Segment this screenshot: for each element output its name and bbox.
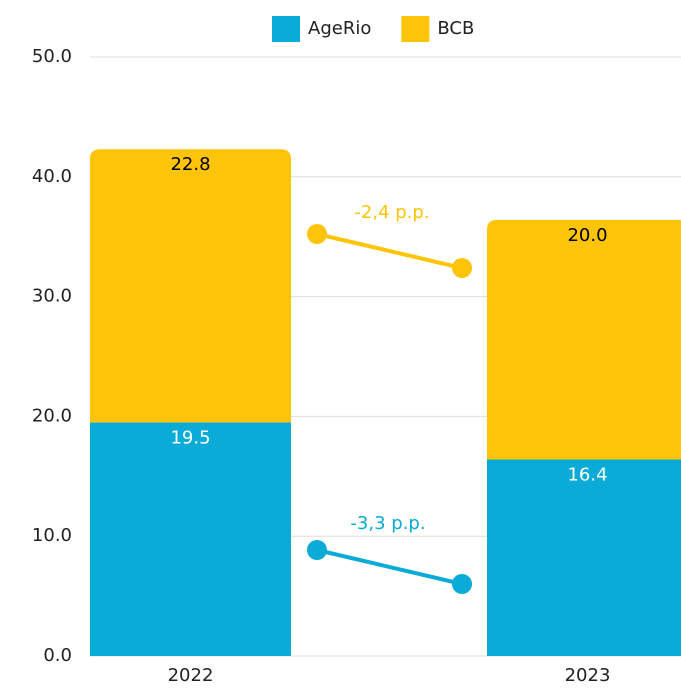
bar-segment — [487, 219, 681, 460]
legend-label: AgeRio — [308, 18, 371, 39]
x-tick-label: 2023 — [565, 665, 611, 686]
connector-bcb — [307, 224, 472, 278]
legend-swatch — [401, 16, 430, 42]
connector-agerio — [307, 540, 472, 594]
data-label: 16.4 — [567, 465, 607, 486]
annotation: -3,3 p.p. — [350, 513, 425, 534]
y-tick-label: 30.0 — [32, 286, 72, 307]
data-label: 19.5 — [170, 427, 210, 448]
y-tick-label: 40.0 — [32, 166, 72, 187]
data-label: 22.8 — [170, 154, 210, 175]
legend-swatch — [272, 16, 300, 42]
bar-segment — [90, 422, 291, 656]
connector-dot — [307, 224, 327, 244]
connector-line — [316, 232, 463, 270]
annotation: -2,4 p.p. — [354, 202, 429, 223]
plot: 0.0 10.0 20.0 30.0 40.0 50.0 19.5 22.8 2022 16.4 2… — [32, 16, 681, 686]
bar-segment — [487, 459, 681, 656]
x-tick-label: 2022 — [168, 665, 214, 686]
connector-dot — [452, 258, 472, 278]
y-tick-label: 0.0 — [43, 645, 72, 666]
connector-dot — [452, 574, 472, 594]
y-tick-label: 10.0 — [32, 525, 72, 546]
legend-label: BCB — [437, 18, 474, 39]
data-label: 20.0 — [567, 225, 607, 246]
connector-line — [316, 548, 463, 586]
connector-dot — [307, 540, 327, 560]
y-tick-label: 50.0 — [32, 46, 72, 67]
bar-segment — [90, 149, 291, 423]
y-tick-label: 20.0 — [32, 405, 72, 426]
